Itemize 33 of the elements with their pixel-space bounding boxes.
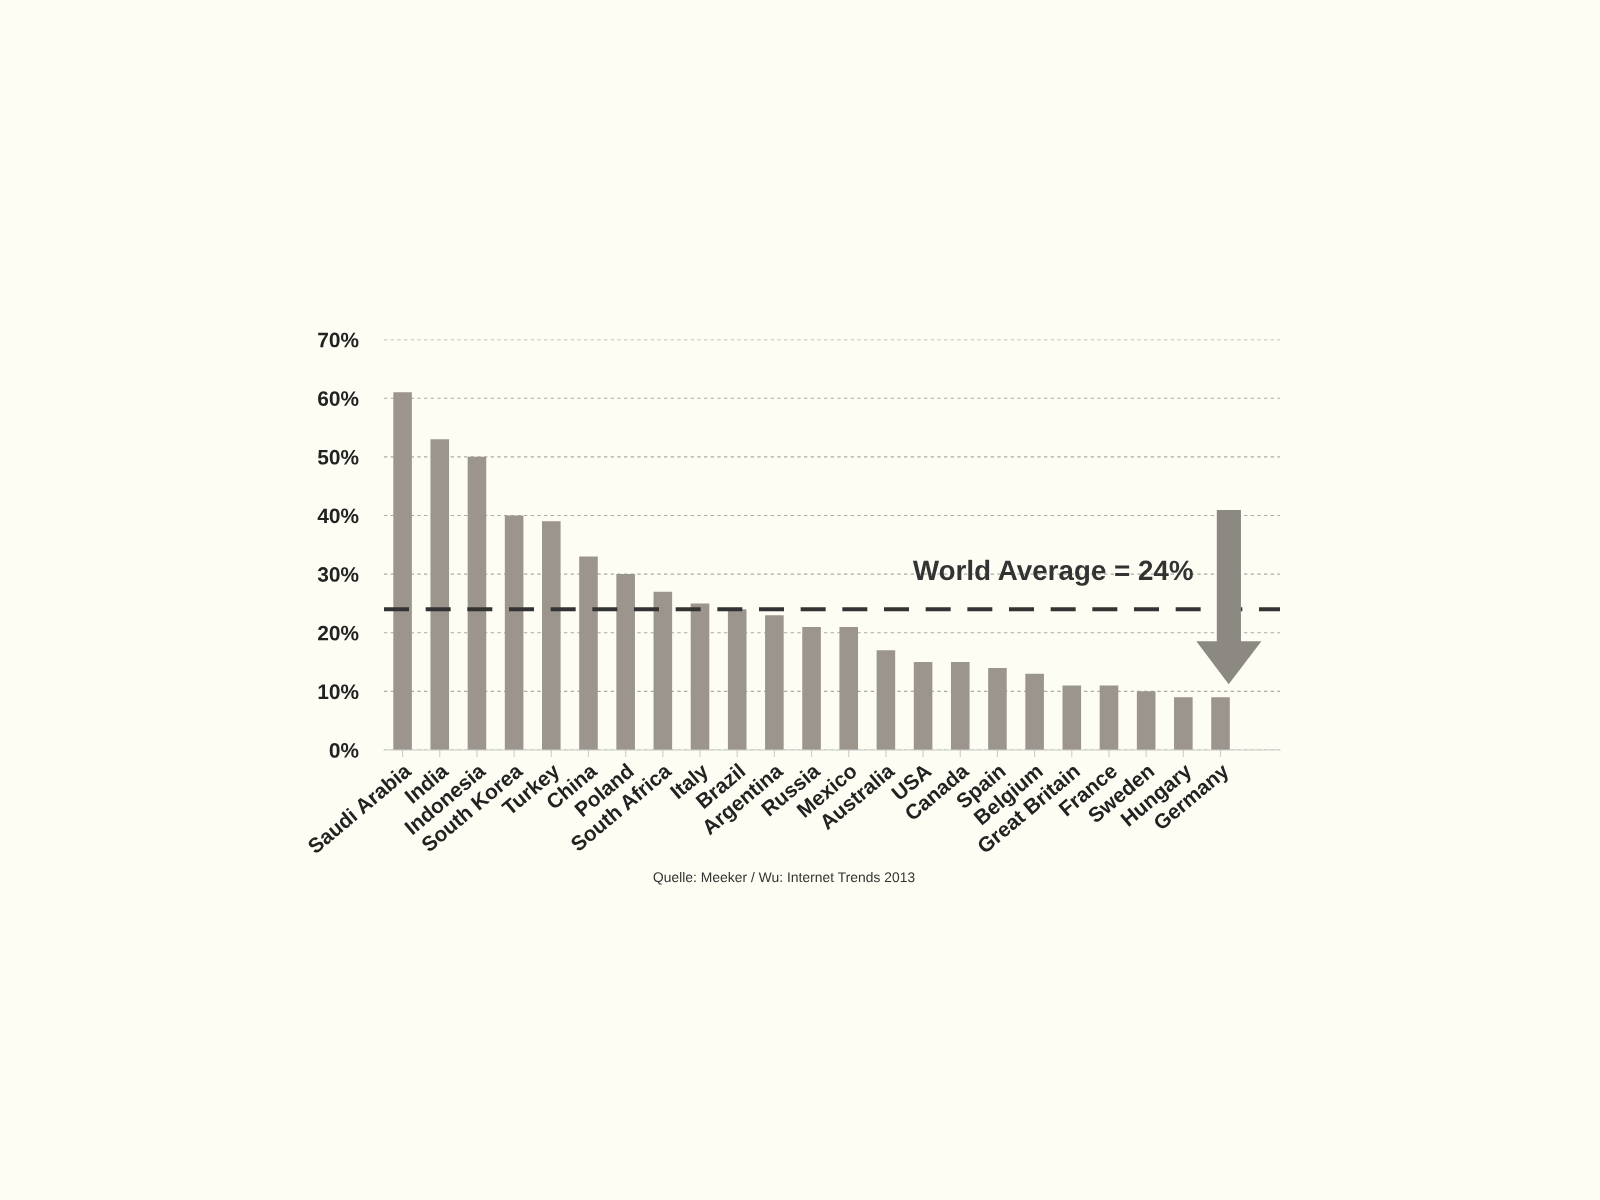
y-tick-label: 10% <box>318 684 359 700</box>
bar <box>1099 685 1119 750</box>
source-note: Quelle: Meeker / Wu: Internet Trends 2013 <box>653 871 915 885</box>
bar <box>876 650 896 750</box>
bar <box>1211 697 1230 750</box>
bar <box>950 662 970 750</box>
bar <box>616 574 635 750</box>
bar <box>653 591 673 750</box>
bar <box>430 439 450 750</box>
bar <box>690 603 710 750</box>
bar <box>1025 673 1044 750</box>
y-tick-label: 50% <box>317 449 359 465</box>
bar <box>765 615 784 750</box>
bar <box>579 556 598 750</box>
y-tick-label: 30% <box>317 567 359 582</box>
y-tick-label: 40% <box>317 508 359 524</box>
bar <box>393 392 412 750</box>
bar <box>542 521 561 750</box>
y-tick-label: 0% <box>329 743 359 758</box>
bar <box>913 662 933 750</box>
bar <box>727 609 747 750</box>
bar <box>504 515 524 750</box>
bar <box>1062 685 1082 750</box>
bar <box>802 626 821 750</box>
bar <box>1136 691 1156 750</box>
bar <box>467 456 487 750</box>
y-tick-label: 70% <box>318 332 359 348</box>
bar <box>1174 697 1193 750</box>
ref-line-label: World Average = 24% <box>912 559 1193 586</box>
y-tick-label: 60% <box>318 391 359 406</box>
bar <box>839 626 859 750</box>
y-tick-label: 20% <box>318 625 359 641</box>
bar <box>988 667 1007 750</box>
